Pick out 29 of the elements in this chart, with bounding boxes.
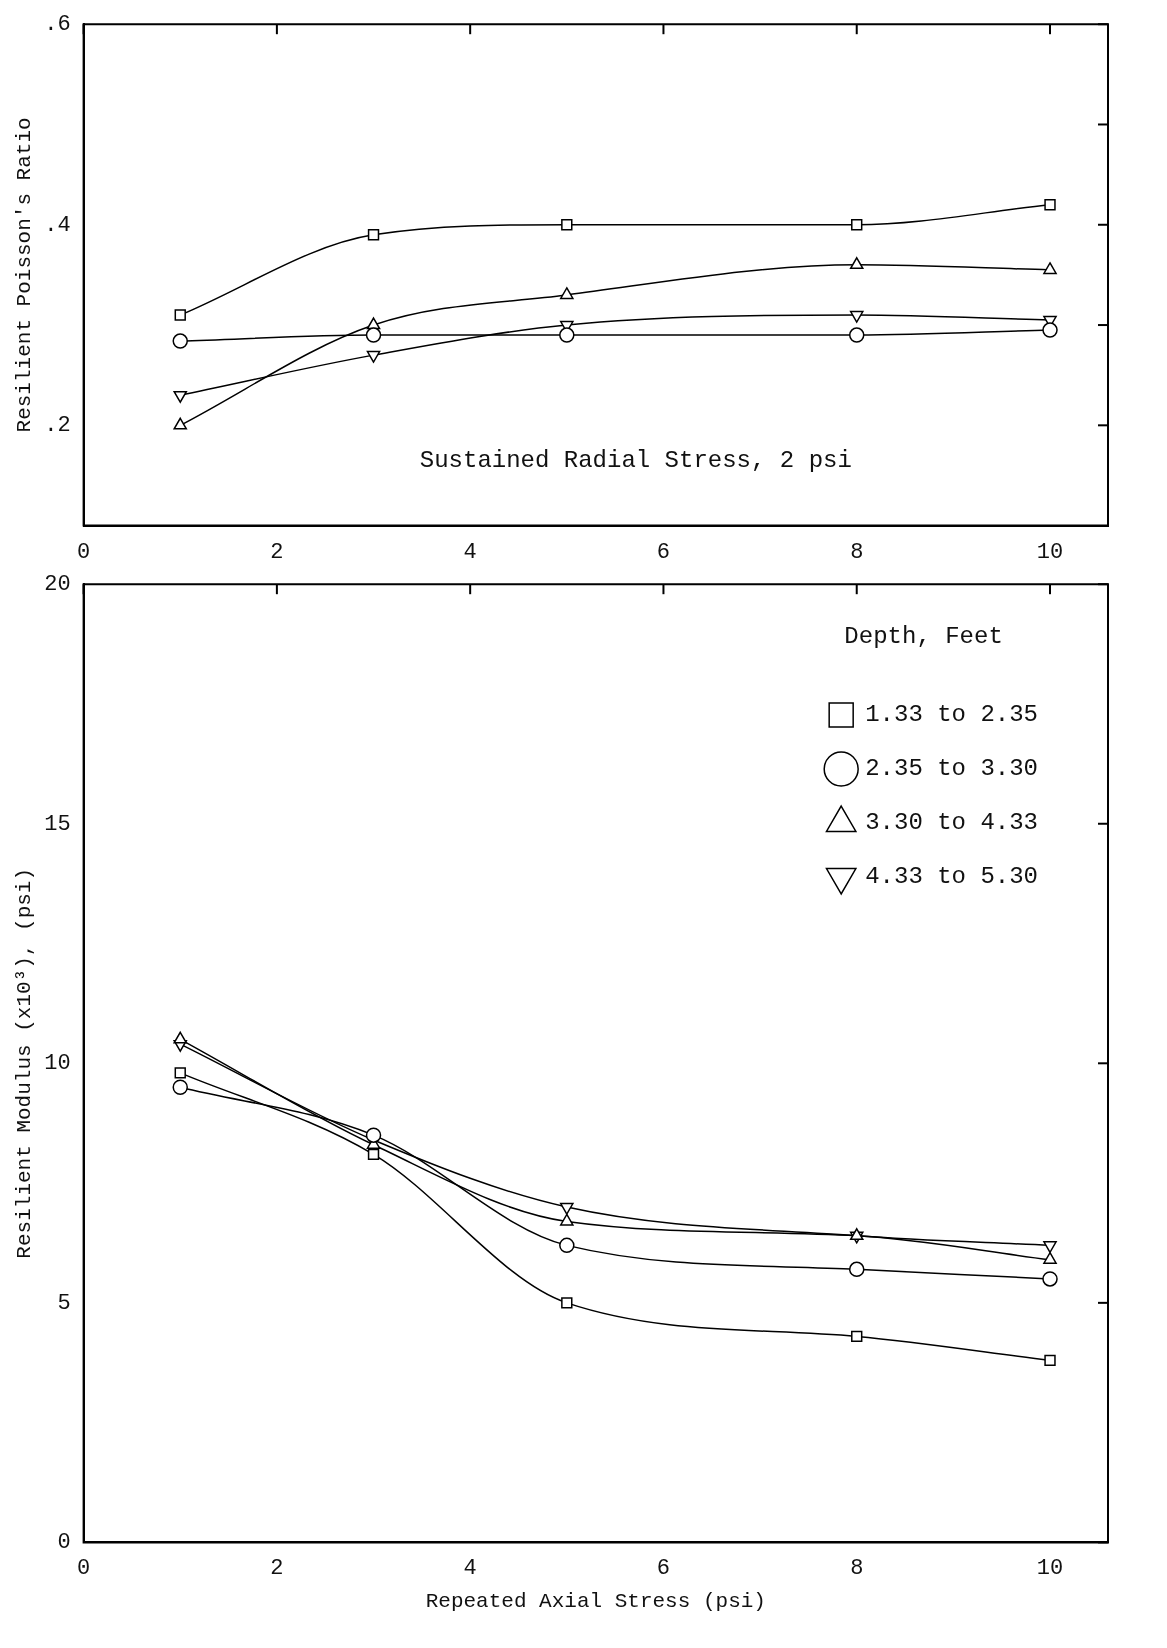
y-axis-title: Resilient Poisson's Ratio <box>13 117 37 433</box>
x-axis-title: Repeated Axial Stress (psi) <box>425 1589 766 1613</box>
y-tick-label: 5 <box>57 1290 71 1316</box>
y-tick-label: .6 <box>44 12 71 38</box>
x-tick-label: 8 <box>850 1556 864 1582</box>
annotation: Sustained Radial Stress, 2 psi <box>419 446 852 474</box>
y-tick-label: 0 <box>57 1530 71 1556</box>
x-tick-label: 8 <box>850 539 864 565</box>
legend-label: 4.33 to 5.30 <box>865 863 1038 891</box>
x-tick-label: 10 <box>1036 539 1064 565</box>
y-tick-label: 15 <box>44 811 71 837</box>
x-tick-label: 10 <box>1036 1556 1064 1582</box>
y-tick-label: 10 <box>44 1051 71 1077</box>
y-axis-title: Resilient Modulus (x10³), (psi) <box>13 867 37 1259</box>
x-tick-label: 6 <box>656 1556 671 1582</box>
legend-title: Depth, Feet <box>844 622 1003 650</box>
legend-label: 2.35 to 3.30 <box>865 755 1038 783</box>
legend-label: 3.30 to 4.33 <box>865 809 1038 837</box>
x-tick-label: 2 <box>270 1556 284 1582</box>
y-tick-label: .4 <box>44 212 71 238</box>
y-tick-label: 20 <box>44 572 71 598</box>
legend-label: 1.33 to 2.35 <box>865 701 1038 729</box>
x-tick-label: 4 <box>463 1556 477 1582</box>
x-tick-label: 2 <box>270 539 284 565</box>
x-tick-label: 0 <box>77 539 91 565</box>
x-tick-label: 4 <box>463 539 477 565</box>
x-tick-label: 0 <box>77 1556 91 1582</box>
y-tick-label: .2 <box>44 413 71 439</box>
x-tick-label: 6 <box>656 539 671 565</box>
